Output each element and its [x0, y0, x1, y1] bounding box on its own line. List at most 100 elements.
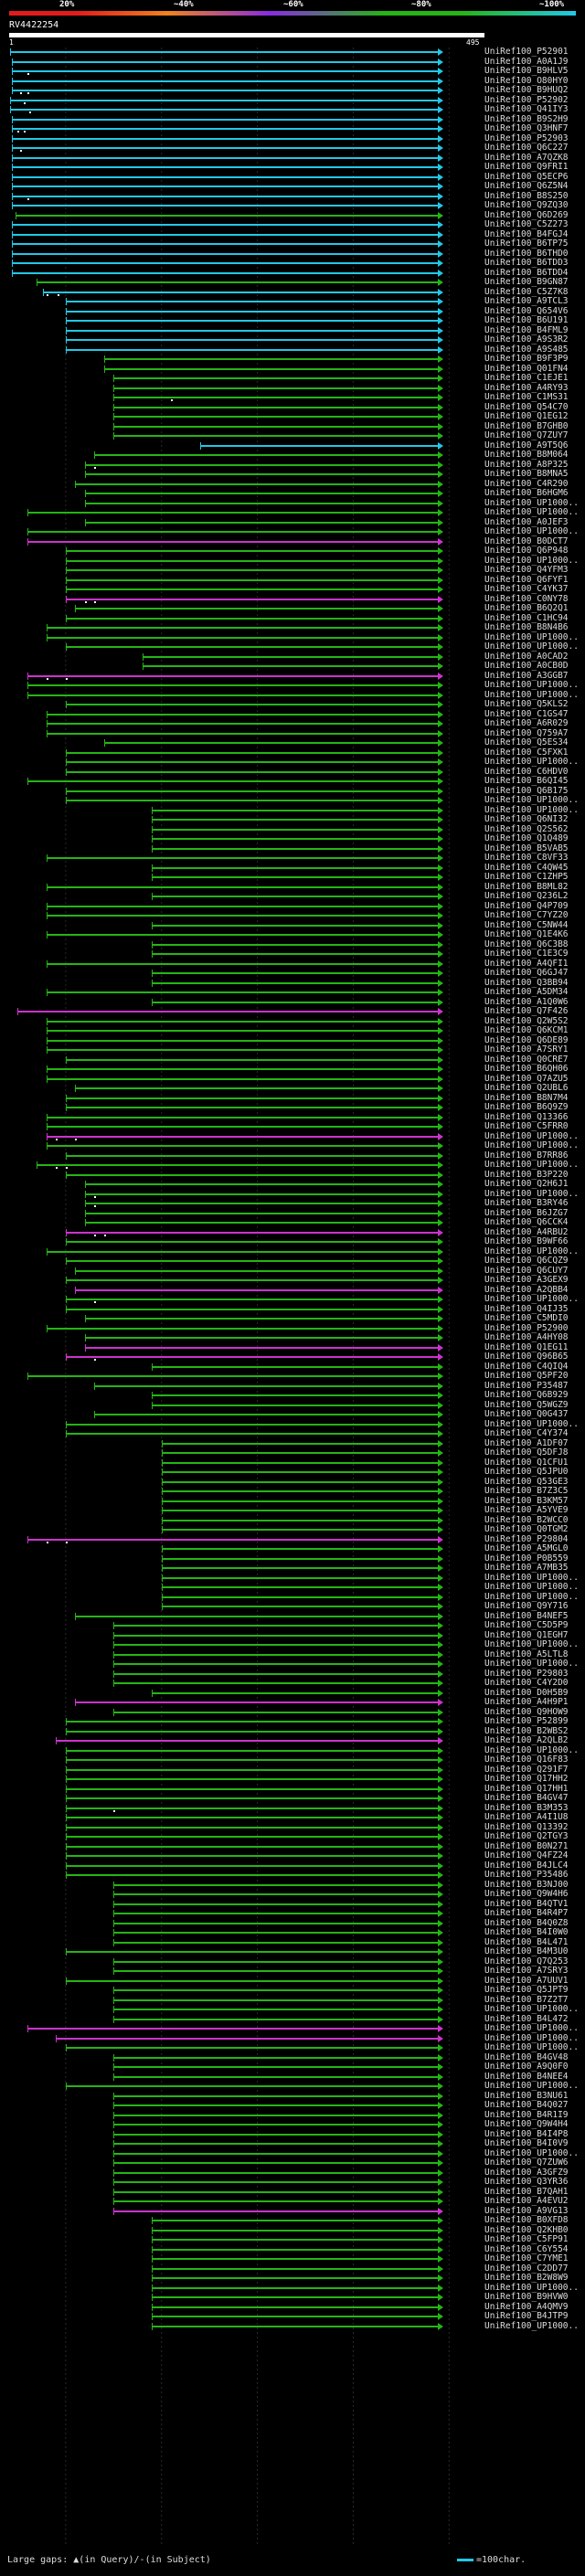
hit-label[interactable]: UniRef100_Q6C3B8 — [484, 938, 569, 949]
hit-line[interactable] — [12, 271, 438, 274]
hit-label[interactable]: UniRef100_UP1000.. — [484, 804, 579, 815]
hit-label[interactable]: UniRef100_B6THD0 — [484, 248, 569, 259]
hit-line[interactable] — [12, 205, 438, 207]
hit-line[interactable] — [12, 156, 438, 159]
hit-label[interactable]: UniRef100_B0N271 — [484, 1840, 569, 1851]
hit-label[interactable]: UniRef100_C4Y2D0 — [484, 1678, 569, 1688]
hit-line[interactable] — [84, 1203, 438, 1204]
hit-line[interactable] — [152, 1365, 438, 1368]
hit-line[interactable] — [46, 1039, 438, 1042]
hit-line[interactable] — [113, 1893, 438, 1895]
hit-line[interactable] — [65, 2085, 438, 2087]
hit-label[interactable]: UniRef100_B9HVW0 — [484, 2292, 569, 2302]
hit-label[interactable]: UniRef100_A4QFI1 — [484, 958, 569, 969]
hit-label[interactable]: UniRef100_Q54C70 — [484, 401, 569, 412]
hit-line[interactable] — [27, 780, 438, 782]
hit-line[interactable] — [84, 473, 438, 475]
hit-label[interactable]: UniRef100_A7MB35 — [484, 1563, 569, 1573]
hit-line[interactable] — [46, 1126, 438, 1128]
hit-label[interactable]: UniRef100_Q5KLS2 — [484, 699, 569, 709]
hit-line[interactable] — [12, 195, 438, 197]
hit-line[interactable] — [161, 1595, 438, 1598]
hit-line[interactable] — [65, 1768, 438, 1771]
hit-line[interactable] — [113, 2075, 438, 2078]
hit-line[interactable] — [12, 90, 438, 91]
hit-label[interactable]: UniRef100_B3M353 — [484, 1802, 569, 1813]
hit-label[interactable]: UniRef100_B2WBS2 — [484, 1725, 569, 1736]
hit-line[interactable] — [65, 617, 438, 620]
hit-label[interactable]: UniRef100_Q5ES34 — [484, 737, 569, 747]
hit-line[interactable] — [65, 2047, 438, 2049]
hit-label[interactable]: UniRef100_C4Y374 — [484, 1428, 569, 1438]
hit-line[interactable] — [65, 1173, 438, 1176]
hit-label[interactable]: UniRef100_B6Q2Q1 — [484, 603, 569, 613]
hit-line[interactable] — [161, 1586, 438, 1588]
hit-line[interactable] — [27, 2028, 438, 2030]
hit-line[interactable] — [152, 1001, 438, 1003]
hit-line[interactable] — [152, 1691, 438, 1694]
hit-line[interactable] — [46, 934, 438, 936]
hit-line[interactable] — [94, 454, 438, 456]
hit-line[interactable] — [152, 2267, 438, 2270]
hit-line[interactable] — [113, 1634, 438, 1637]
hit-label[interactable]: UniRef100_C6Y554 — [484, 2243, 569, 2254]
hit-line[interactable] — [75, 482, 438, 485]
hit-label[interactable]: UniRef100_B9HUQ2 — [484, 85, 569, 95]
hit-label[interactable]: UniRef100_Q2KHB0 — [484, 2224, 569, 2235]
hit-label[interactable]: UniRef100_B6TP75 — [484, 239, 569, 249]
hit-label[interactable]: UniRef100_Q96B65 — [484, 1352, 569, 1362]
hit-label[interactable]: UniRef100_Q1EGH7 — [484, 1629, 569, 1640]
hit-label[interactable]: UniRef100_UP1000.. — [484, 1639, 579, 1649]
hit-line[interactable] — [152, 2258, 438, 2260]
hit-label[interactable]: UniRef100_B6U191 — [484, 315, 569, 325]
hit-line[interactable] — [152, 1394, 438, 1396]
hit-label[interactable]: UniRef100_C4QIQ4 — [484, 1361, 569, 1372]
hit-line[interactable] — [152, 2239, 438, 2241]
hit-label[interactable]: UniRef100_UP1000.. — [484, 2320, 579, 2331]
hit-line[interactable] — [65, 1874, 438, 1876]
hit-line[interactable] — [113, 2143, 438, 2145]
hit-label[interactable]: UniRef100_A7SRY1 — [484, 1044, 569, 1055]
hit-label[interactable]: UniRef100_Q2W5S2 — [484, 1015, 569, 1026]
hit-label[interactable]: UniRef100_B9HLV5 — [484, 66, 569, 76]
hit-label[interactable]: UniRef100_UP1000.. — [484, 2032, 579, 2043]
hit-line[interactable] — [12, 70, 438, 72]
hit-label[interactable]: UniRef100_A3GFZ9 — [484, 2167, 569, 2178]
hit-line[interactable] — [161, 1452, 438, 1454]
hit-line[interactable] — [113, 1941, 438, 1944]
hit-line[interactable] — [65, 1951, 438, 1953]
hit-line[interactable] — [152, 981, 438, 984]
hit-line[interactable] — [113, 2152, 438, 2155]
hit-line[interactable] — [113, 1989, 438, 1991]
hit-line[interactable] — [152, 2277, 438, 2279]
hit-line[interactable] — [27, 694, 438, 696]
hit-line[interactable] — [46, 732, 438, 735]
hit-label[interactable]: UniRef100_B4NEE4 — [484, 2071, 569, 2082]
hit-line[interactable] — [17, 1011, 438, 1012]
hit-label[interactable]: UniRef100_A3GEX9 — [484, 1275, 569, 1285]
hit-label[interactable]: UniRef100_Q9W4H4 — [484, 2119, 569, 2129]
hit-label[interactable]: UniRef100_UP1000.. — [484, 2042, 579, 2052]
hit-label[interactable]: UniRef100_UP1000.. — [484, 2282, 579, 2293]
hit-line[interactable] — [103, 742, 438, 744]
hit-label[interactable]: UniRef100_UP1000.. — [484, 2081, 579, 2091]
hit-label[interactable]: UniRef100_B4JTP9 — [484, 2311, 569, 2321]
hit-line[interactable] — [161, 1471, 438, 1473]
hit-line[interactable] — [65, 578, 438, 581]
hit-label[interactable]: UniRef100_Q6B175 — [484, 785, 569, 796]
hit-label[interactable]: UniRef100_B4I0V9 — [484, 2138, 569, 2148]
hit-line[interactable] — [65, 1787, 438, 1790]
hit-label[interactable]: UniRef100_B3RY46 — [484, 1198, 569, 1208]
hit-line[interactable] — [113, 406, 438, 408]
hit-label[interactable]: UniRef100_Q7ZUW6 — [484, 2157, 569, 2168]
hit-line[interactable] — [103, 367, 438, 370]
hit-line[interactable] — [10, 51, 438, 53]
hit-label[interactable]: UniRef100_B8N7M4 — [484, 1092, 569, 1103]
hit-line[interactable] — [113, 1998, 438, 2001]
hit-label[interactable]: UniRef100_Q16F83 — [484, 1754, 569, 1765]
hit-label[interactable]: UniRef100_C2DD77 — [484, 2263, 569, 2274]
hit-label[interactable]: UniRef100_B4I4P8 — [484, 2128, 569, 2139]
hit-line[interactable] — [161, 1480, 438, 1483]
hit-line[interactable] — [12, 137, 438, 140]
hit-label[interactable]: UniRef100_B0DCT7 — [484, 535, 569, 546]
